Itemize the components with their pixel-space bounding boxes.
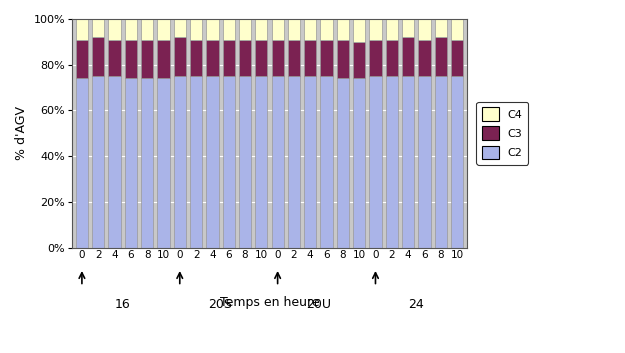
Bar xyxy=(369,76,382,247)
Bar xyxy=(386,40,398,76)
Bar xyxy=(418,76,431,247)
Bar xyxy=(76,78,88,247)
Bar xyxy=(190,76,202,247)
Bar xyxy=(288,40,300,76)
Bar xyxy=(451,40,463,76)
Bar xyxy=(141,40,153,78)
Bar xyxy=(206,19,219,40)
Y-axis label: % d'AGV: % d'AGV xyxy=(15,106,28,160)
Bar xyxy=(206,40,219,76)
Bar xyxy=(337,40,349,78)
Bar xyxy=(222,19,235,40)
Bar xyxy=(353,42,365,78)
Bar xyxy=(402,19,414,37)
Text: 20U: 20U xyxy=(306,298,331,311)
Bar xyxy=(239,19,251,40)
Bar xyxy=(255,76,268,247)
Bar xyxy=(386,19,398,40)
Bar xyxy=(451,19,463,40)
Bar xyxy=(288,19,300,40)
Bar xyxy=(92,76,104,247)
Bar xyxy=(353,19,365,42)
Bar xyxy=(271,19,284,40)
Bar xyxy=(222,76,235,247)
X-axis label: Temps en heure: Temps en heure xyxy=(219,297,319,310)
Bar xyxy=(174,76,186,247)
Bar xyxy=(158,40,169,78)
Bar xyxy=(369,40,382,76)
Bar xyxy=(304,76,316,247)
Text: 20S: 20S xyxy=(209,298,232,311)
Bar xyxy=(239,76,251,247)
Bar xyxy=(158,78,169,247)
Bar xyxy=(402,37,414,76)
Bar xyxy=(92,37,104,76)
Text: 24: 24 xyxy=(408,298,424,311)
Bar xyxy=(76,19,88,40)
Bar xyxy=(222,40,235,76)
Bar xyxy=(304,40,316,76)
Bar xyxy=(271,76,284,247)
Bar xyxy=(402,76,414,247)
Bar xyxy=(321,76,332,247)
Bar xyxy=(174,37,186,76)
Bar xyxy=(369,19,382,40)
Bar xyxy=(288,76,300,247)
Bar xyxy=(125,19,137,40)
Legend: C4, C3, C2: C4, C3, C2 xyxy=(476,102,528,165)
Bar xyxy=(108,40,121,76)
Bar xyxy=(418,19,431,40)
Bar xyxy=(451,76,463,247)
Bar xyxy=(386,76,398,247)
Bar xyxy=(304,19,316,40)
Bar xyxy=(337,78,349,247)
Bar xyxy=(190,19,202,40)
Bar xyxy=(158,19,169,40)
Bar xyxy=(418,40,431,76)
Bar xyxy=(337,19,349,40)
Bar xyxy=(255,19,268,40)
Bar xyxy=(434,76,447,247)
Bar xyxy=(321,40,332,76)
Bar xyxy=(434,37,447,76)
Bar xyxy=(76,40,88,78)
Bar xyxy=(239,40,251,76)
Bar xyxy=(321,19,332,40)
Bar xyxy=(353,78,365,247)
Text: 16: 16 xyxy=(115,298,131,311)
Bar xyxy=(92,19,104,37)
Bar xyxy=(125,78,137,247)
Bar xyxy=(434,19,447,37)
Bar xyxy=(271,40,284,76)
Bar xyxy=(141,78,153,247)
Bar xyxy=(206,76,219,247)
Bar xyxy=(108,19,121,40)
Bar xyxy=(190,40,202,76)
Bar xyxy=(108,76,121,247)
Bar xyxy=(255,40,268,76)
Bar xyxy=(174,19,186,37)
Bar xyxy=(141,19,153,40)
Bar xyxy=(125,40,137,78)
